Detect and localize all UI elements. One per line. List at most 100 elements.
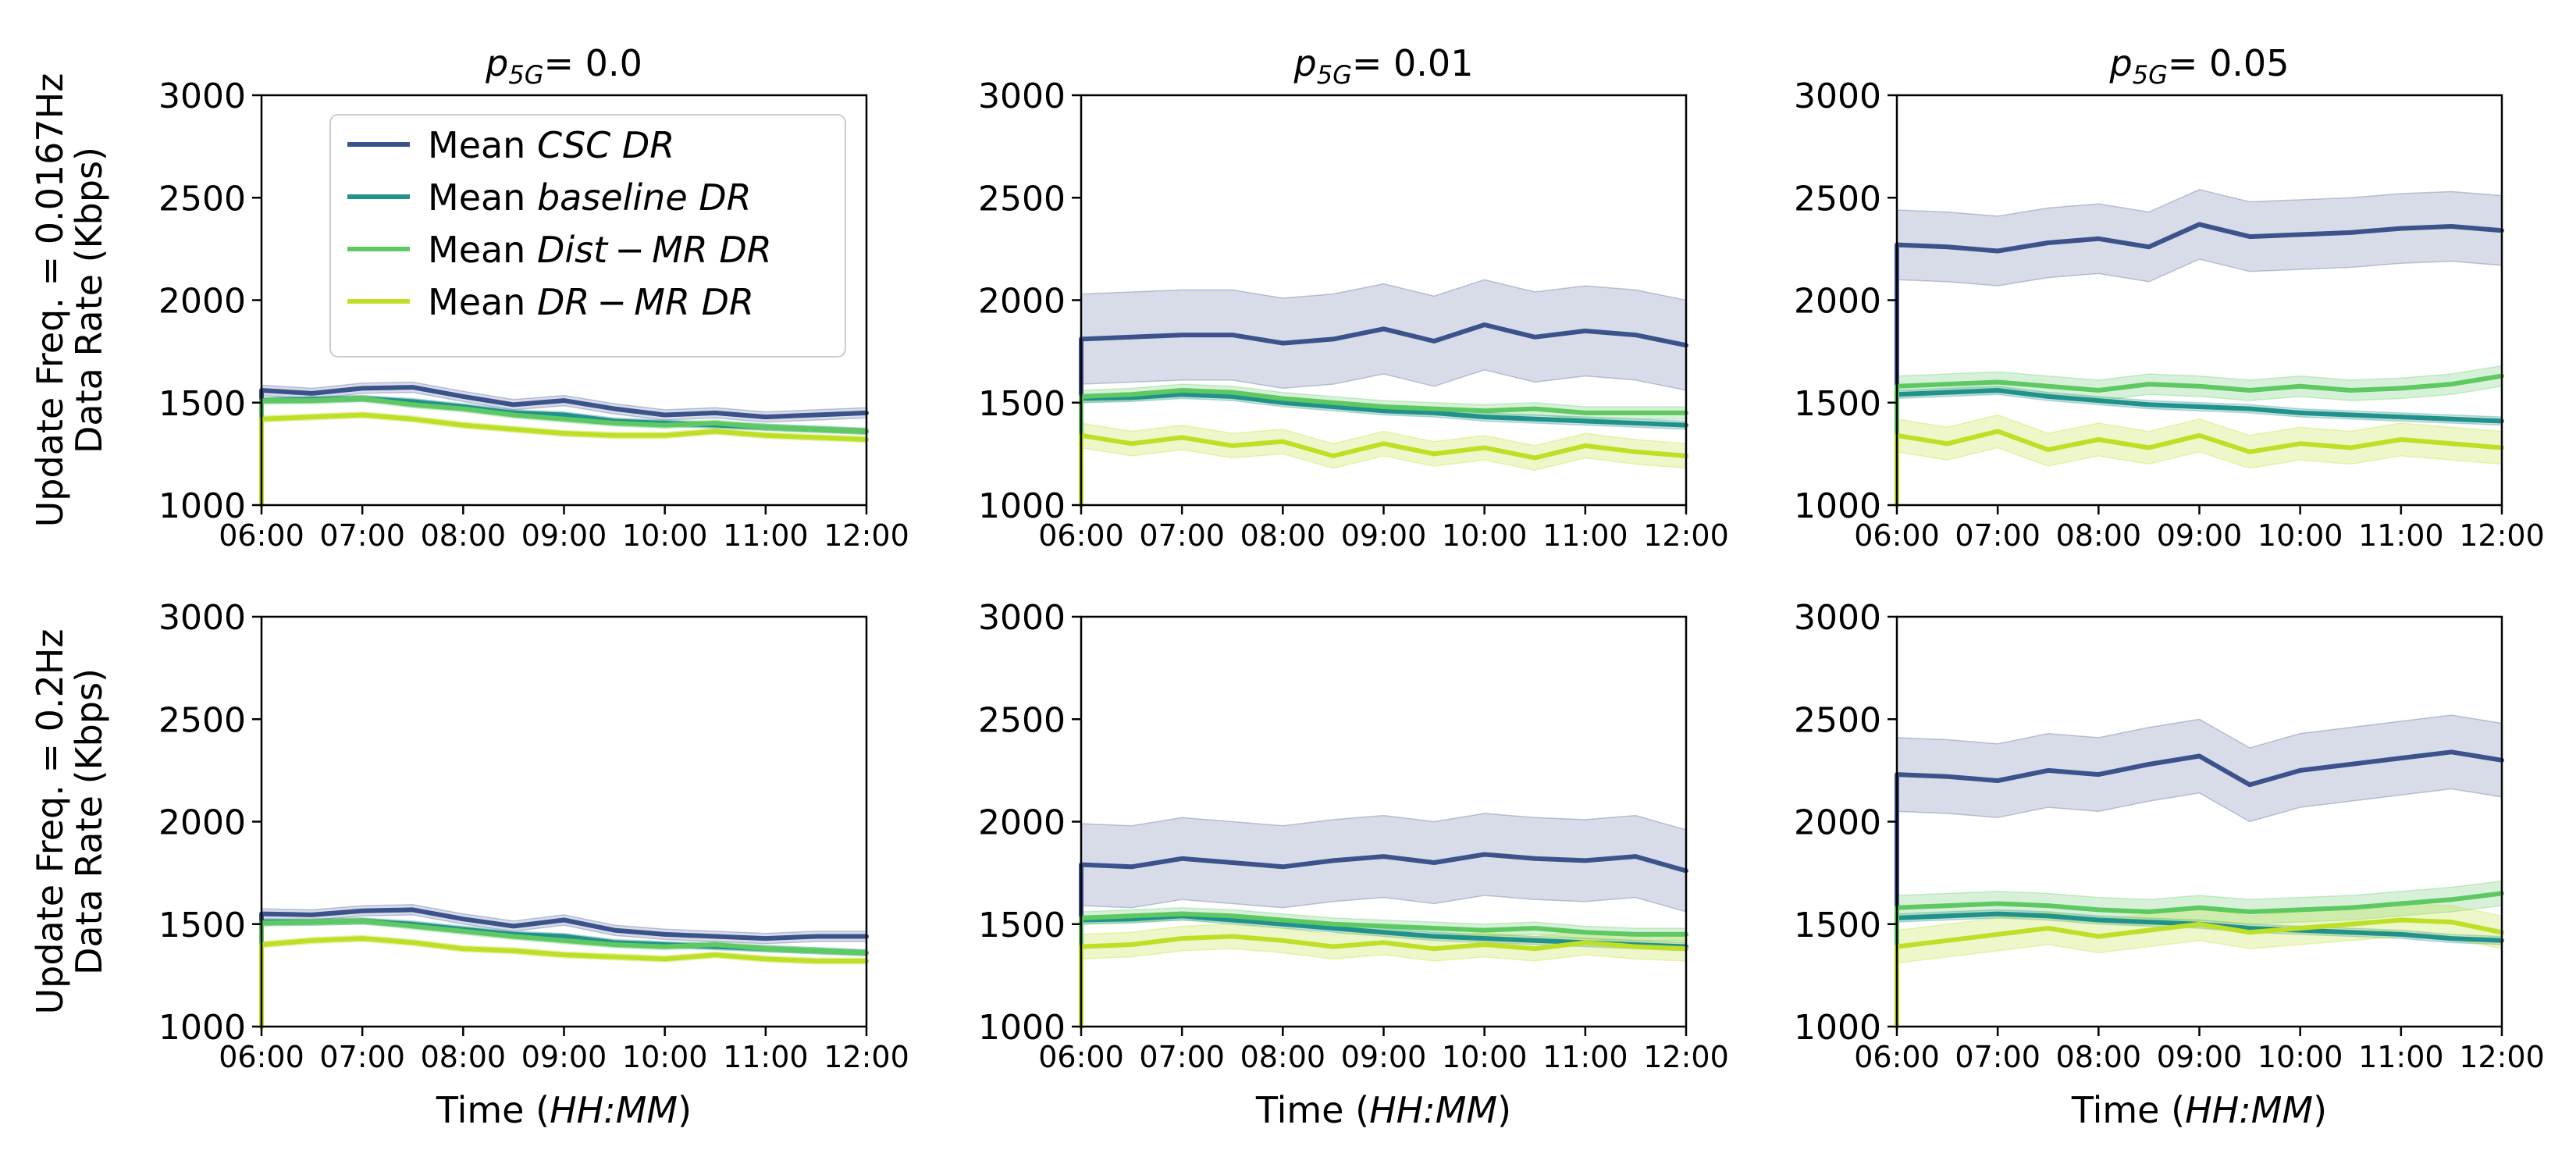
x-tick-label: 07:00 xyxy=(319,1040,405,1074)
y-axis-label: Update Freq. = 0.0167HzData Rate (Kbps) xyxy=(29,73,110,528)
x-tick-label: 10:00 xyxy=(2258,1040,2343,1074)
x-axis-label: Time (HH:MM) xyxy=(1255,1089,1511,1131)
x-tick-label: 08:00 xyxy=(421,518,507,553)
y-tick-label: 3000 xyxy=(1794,598,1881,638)
series-line-dist xyxy=(1895,891,2504,1029)
x-tick-label: 08:00 xyxy=(1240,518,1326,553)
series-line-baseline xyxy=(1079,392,1688,507)
x-tick-label: 07:00 xyxy=(319,518,405,553)
x-axis-label-text: Time ( xyxy=(1255,1089,1369,1131)
axes-frame xyxy=(260,615,868,1028)
title-rest: = 0.05 xyxy=(2168,42,2290,84)
legend-name: DR − MR DR xyxy=(537,281,754,323)
x-tick-label: 10:00 xyxy=(622,1040,708,1074)
legend-prefix: Mean xyxy=(428,124,537,166)
x-tick-label: 08:00 xyxy=(421,1040,507,1074)
legend-prefix: Mean xyxy=(428,281,537,323)
band-csc xyxy=(1080,813,1687,913)
legend-name: CSC DR xyxy=(537,124,674,166)
series-line-drmr xyxy=(1079,934,1688,1029)
y-tick-label: 1500 xyxy=(978,906,1066,945)
series-line-dist xyxy=(1895,373,2504,507)
y-tick-label: 2500 xyxy=(1794,700,1881,740)
y-tick-label: 2000 xyxy=(158,803,246,843)
subplot-title: p5G= 0.05 xyxy=(2109,42,2290,90)
y-tick-label: 2500 xyxy=(158,179,246,219)
x-tick-label: 10:00 xyxy=(1442,1040,1528,1074)
series-line-baseline xyxy=(1895,388,2504,507)
band-csc xyxy=(1896,189,2503,287)
subplot-title: p5G= 0.0 xyxy=(485,42,642,90)
series-line-csc xyxy=(1079,322,1688,507)
series-line-drmr xyxy=(1079,432,1688,507)
chart-panel-5: 1000 1500 2000 2500 3000 06:00 07:00 08:00 09:00… xyxy=(978,598,1729,1131)
x-tick-label: 09:00 xyxy=(521,518,607,553)
axes-frame xyxy=(1895,615,2503,1028)
series-line-baseline xyxy=(1895,911,2504,1029)
y-tick-label: 1000 xyxy=(978,486,1066,526)
series-line-dist xyxy=(259,396,869,507)
x-tick-label: 11:00 xyxy=(2358,1040,2444,1074)
title-var: p xyxy=(485,42,508,84)
series-line-drmr xyxy=(1895,917,2504,1029)
legend-prefix: Mean xyxy=(428,176,537,219)
title-rest: = 0.01 xyxy=(1352,42,1474,84)
chart-panel-2: 1000 1500 2000 2500 3000 06:00 07:00 08:00 09:00… xyxy=(978,42,1729,553)
band-csc xyxy=(1896,714,2503,823)
x-tick-label: 09:00 xyxy=(2157,518,2243,553)
title-sub: 5G xyxy=(2133,60,2168,90)
x-tick-label: 08:00 xyxy=(2056,1040,2142,1074)
x-axis-label-italic: HH:MM xyxy=(1369,1089,1497,1131)
series-line-csc xyxy=(1895,749,2504,1029)
legend-box xyxy=(329,114,846,358)
subplot-title: p5G= 0.01 xyxy=(1293,42,1474,90)
y-tick-label: 1500 xyxy=(158,906,246,945)
y-tick-label: 2500 xyxy=(158,700,246,740)
chart-panel-3: 1000 1500 2000 2500 3000 06:00 07:00 08:00 09:00… xyxy=(1794,42,2545,553)
x-tick-label: 10:00 xyxy=(622,518,708,553)
y-axis-label-line: Data Rate (Kbps) xyxy=(68,147,110,454)
chart-panel-4: 1000 1500 2000 2500 3000 06:00 07:00 08:00 09:00… xyxy=(29,598,909,1131)
x-tick-label: 09:00 xyxy=(521,1040,607,1074)
y-tick-label: 1000 xyxy=(1794,486,1881,526)
x-tick-label: 08:00 xyxy=(1240,1040,1326,1074)
y-tick-label: 3000 xyxy=(978,77,1066,116)
x-tick-label: 11:00 xyxy=(1542,518,1628,553)
y-tick-label: 2000 xyxy=(978,803,1066,843)
x-tick-label: 07:00 xyxy=(1955,518,2041,553)
y-tick-label: 2000 xyxy=(1794,282,1881,322)
series-line-drmr xyxy=(1895,429,2504,507)
x-axis-label-text: ) xyxy=(2313,1089,2327,1131)
legend-name: Dist − MR DR xyxy=(537,229,772,271)
y-tick-label: 1500 xyxy=(1794,384,1881,424)
title-var: p xyxy=(1293,42,1317,84)
y-tick-label: 1000 xyxy=(158,1008,246,1048)
title-sub: 5G xyxy=(1317,60,1352,90)
chart-panel-1: 1000 1500 2000 2500 3000 06:00 07:00 08:00 09:00… xyxy=(29,42,909,553)
chart-panel-6: 1000 1500 2000 2500 3000 06:00 07:00 08:00 09:00… xyxy=(1794,598,2545,1131)
y-tick-label: 2000 xyxy=(1794,803,1881,843)
x-tick-label: 12:00 xyxy=(2459,518,2545,553)
y-tick-label: 3000 xyxy=(158,77,246,116)
x-tick-label: 09:00 xyxy=(2157,1040,2243,1074)
x-tick-label: 12:00 xyxy=(1643,518,1729,553)
x-tick-label: 11:00 xyxy=(723,1040,809,1074)
title-rest: = 0.0 xyxy=(544,42,642,84)
x-tick-label: 12:00 xyxy=(1643,1040,1729,1074)
y-tick-label: 2500 xyxy=(1794,179,1881,219)
x-tick-label: 07:00 xyxy=(1139,1040,1225,1074)
x-axis-label-text: Time ( xyxy=(2071,1089,2185,1131)
legend-label-csc: Mean CSC DR xyxy=(428,124,674,166)
y-tick-label: 1000 xyxy=(158,486,246,526)
legend-label-baseline: Mean baseline DR xyxy=(428,176,752,219)
y-tick-label: 3000 xyxy=(158,598,246,638)
y-tick-label: 3000 xyxy=(1794,77,1881,116)
series-line-drmr xyxy=(259,936,869,1029)
series-line-dist xyxy=(1079,911,1688,1029)
x-tick-label: 07:00 xyxy=(1955,1040,2041,1074)
y-tick-label: 1500 xyxy=(1794,906,1881,945)
x-tick-label: 11:00 xyxy=(723,518,809,553)
x-tick-label: 06:00 xyxy=(1038,518,1124,553)
